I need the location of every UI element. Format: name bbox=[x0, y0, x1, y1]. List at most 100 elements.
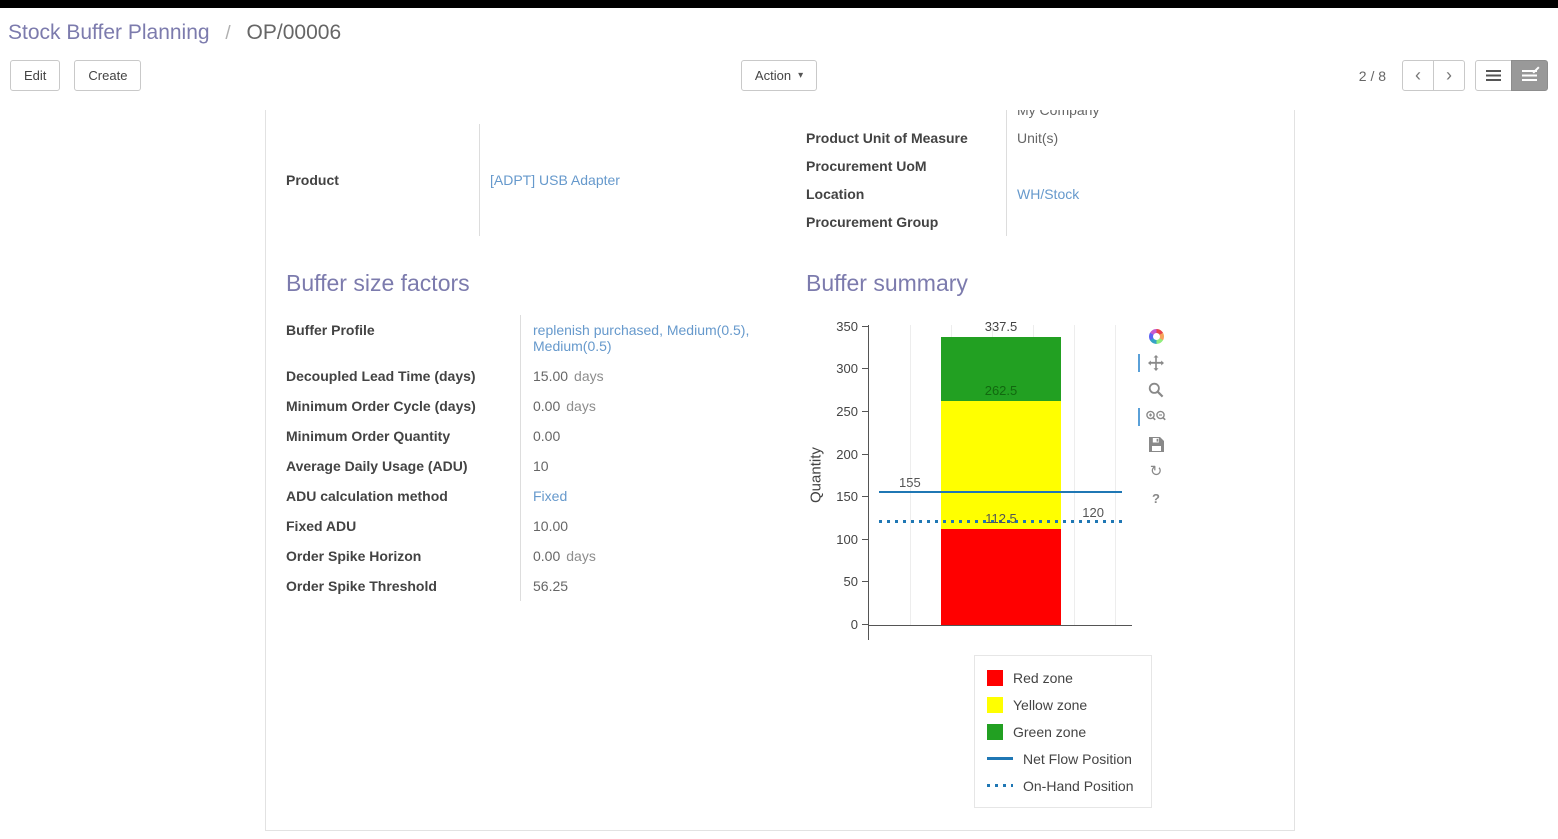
field-label: Product Unit of Measure bbox=[806, 124, 1007, 152]
uom-label: days bbox=[574, 368, 604, 384]
legend-label: Net Flow Position bbox=[1023, 750, 1132, 767]
field-value: Fixed bbox=[521, 481, 792, 511]
field-row-clipped: My Company bbox=[806, 110, 1274, 124]
field-row-product-unit-of-measure: Product Unit of Measure Unit(s) bbox=[806, 124, 1274, 152]
pager-previous-button[interactable]: ‹ bbox=[1402, 60, 1435, 91]
legend-label: Yellow zone bbox=[1013, 696, 1088, 713]
field-label: Product bbox=[286, 124, 480, 236]
pager-nav: ‹ › bbox=[1402, 60, 1466, 91]
legend-item-net-flow-position[interactable]: Net Flow Position bbox=[987, 745, 1151, 772]
buffer-sections: Buffer size factors Buffer Profile replen… bbox=[286, 270, 1274, 808]
legend-item-red-zone[interactable]: Red zone bbox=[987, 664, 1151, 691]
reset-axes-icon[interactable]: ↻ bbox=[1149, 462, 1163, 480]
chart-toolbar: ↻ ? bbox=[1138, 325, 1170, 625]
field-row-procurement-group: Procurement Group bbox=[806, 208, 1274, 236]
help-icon[interactable]: ? bbox=[1152, 490, 1160, 506]
red-zone bbox=[941, 529, 1061, 625]
x-axis-tick bbox=[868, 625, 869, 640]
field-value: replenish purchased, Medium(0.5), Medium… bbox=[521, 315, 792, 361]
buffer-zones-bar bbox=[941, 325, 1061, 625]
buffer-factors-table: Buffer Profile replenish purchased, Mediu… bbox=[286, 315, 791, 601]
field-value: My Company bbox=[1007, 110, 1275, 124]
green-zone-swatch-icon bbox=[987, 723, 1003, 740]
action-label: Action bbox=[754, 68, 792, 83]
field-row-fixed-adu: Fixed ADU 10.00 bbox=[286, 511, 791, 541]
field-link[interactable]: WH/Stock bbox=[1017, 186, 1080, 202]
y-tick-mark bbox=[862, 368, 868, 370]
pan-icon[interactable] bbox=[1138, 354, 1167, 372]
y-tick-label: 150 bbox=[836, 489, 858, 505]
legend-item-on-hand-position[interactable]: On-Hand Position bbox=[987, 772, 1151, 799]
field-row-procurement-uom: Procurement UoM bbox=[806, 152, 1274, 180]
y-tick-mark bbox=[862, 325, 868, 327]
y-tick-mark bbox=[862, 624, 868, 625]
y-tick-label: 200 bbox=[836, 446, 858, 462]
field-text: My Company bbox=[1017, 110, 1100, 118]
edit-button[interactable]: Edit bbox=[10, 60, 61, 91]
breadcrumb-parent-link[interactable]: Stock Buffer Planning bbox=[8, 21, 210, 44]
field-value: 0.00 days bbox=[521, 391, 792, 421]
top-navbar bbox=[0, 0, 1558, 8]
field-text: 15.00 bbox=[533, 368, 569, 384]
control-panel-right: 2 / 8 ‹ › bbox=[817, 60, 1549, 91]
y-tick-mark bbox=[862, 453, 868, 455]
yellow-zone bbox=[941, 401, 1061, 530]
list-view-button[interactable] bbox=[1475, 60, 1513, 91]
field-label: Minimum Order Quantity bbox=[286, 421, 521, 451]
zoom-icon[interactable] bbox=[1145, 381, 1167, 399]
net-flow-position-swatch-icon bbox=[987, 757, 1013, 760]
y-tick-label: 50 bbox=[843, 574, 858, 590]
field-row-order-spike-horizon: Order Spike Horizon 0.00 days bbox=[286, 541, 791, 571]
field-row-average-daily-usage-adu: Average Daily Usage (ADU) 10 bbox=[286, 451, 791, 481]
field-row-minimum-order-cycle-days: Minimum Order Cycle (days) 0.00 days bbox=[286, 391, 791, 421]
buffer-summary-title: Buffer summary bbox=[806, 270, 968, 296]
field-label: Fixed ADU bbox=[286, 511, 521, 541]
gridline bbox=[910, 325, 911, 625]
legend-label: On-Hand Position bbox=[1023, 777, 1134, 794]
green-zone bbox=[941, 337, 1061, 402]
chart-annotation: 120 bbox=[1082, 504, 1104, 520]
field-label: ADU calculation method bbox=[286, 481, 521, 511]
save-icon[interactable] bbox=[1145, 435, 1167, 453]
legend-item-yellow-zone[interactable]: Yellow zone bbox=[987, 691, 1151, 718]
field-value: Unit(s) bbox=[1007, 124, 1275, 152]
legend-item-green-zone[interactable]: Green zone bbox=[987, 718, 1151, 745]
field-label: Order Spike Horizon bbox=[286, 541, 521, 571]
field-row-adu-calculation-method: ADU calculation method Fixed bbox=[286, 481, 791, 511]
pager-next-button[interactable]: › bbox=[1433, 60, 1466, 91]
field-label: Procurement UoM bbox=[806, 152, 1007, 180]
y-tick-mark bbox=[862, 410, 868, 412]
chart-line-on-hand-position bbox=[879, 519, 1122, 523]
plotly-logo-icon[interactable] bbox=[1145, 327, 1167, 345]
form-view-button[interactable] bbox=[1511, 60, 1549, 91]
buffer-chart: Quantity 0 50 100 150 200 250 300 350 337.5 262.… bbox=[806, 319, 1274, 640]
field-value: [ADPT] USB Adapter bbox=[480, 124, 807, 236]
field-label: Average Daily Usage (ADU) bbox=[286, 451, 521, 481]
chart-annotation: 337.5 bbox=[984, 319, 1018, 335]
field-value: 15.00 days bbox=[521, 361, 792, 391]
breadcrumb-separator: / bbox=[225, 23, 231, 44]
y-tick-label: 250 bbox=[836, 403, 858, 419]
legend-label: Red zone bbox=[1013, 669, 1073, 686]
field-value bbox=[1007, 208, 1275, 236]
view-switcher bbox=[1475, 60, 1549, 91]
zoom-in-out-icon[interactable] bbox=[1138, 408, 1167, 426]
uom-label: days bbox=[566, 548, 596, 564]
form-sheet: Product [ADPT] USB Adapter My Company Prod… bbox=[265, 110, 1295, 831]
field-row-buffer-profile: Buffer Profile replenish purchased, Mediu… bbox=[286, 315, 791, 361]
field-link[interactable]: Fixed bbox=[533, 488, 568, 504]
field-value bbox=[1007, 152, 1275, 180]
field-text: 0.00 bbox=[533, 548, 561, 564]
field-label: Procurement Group bbox=[806, 208, 1007, 236]
y-axis: 0 50 100 150 200 250 300 350 bbox=[826, 319, 868, 632]
plot-area[interactable]: 337.5 262.5 112.5 155 120 bbox=[868, 319, 1132, 640]
field-link[interactable]: replenish purchased, Medium(0.5), Medium… bbox=[533, 322, 750, 354]
chart-legend: Red zone Yellow zone Green zone Net Flow Po… bbox=[974, 655, 1152, 808]
field-link[interactable]: [ADPT] USB Adapter bbox=[490, 172, 620, 188]
create-button[interactable]: Create bbox=[74, 60, 142, 91]
y-tick-label: 0 bbox=[850, 617, 858, 632]
field-row-minimum-order-quantity: Minimum Order Quantity 0.00 bbox=[286, 421, 791, 451]
action-button[interactable]: Action ▾ bbox=[740, 60, 818, 91]
control-panel: Edit Create Action ▾ 2 / 8 ‹ › bbox=[0, 54, 1558, 105]
list-view-icon bbox=[1486, 70, 1502, 81]
